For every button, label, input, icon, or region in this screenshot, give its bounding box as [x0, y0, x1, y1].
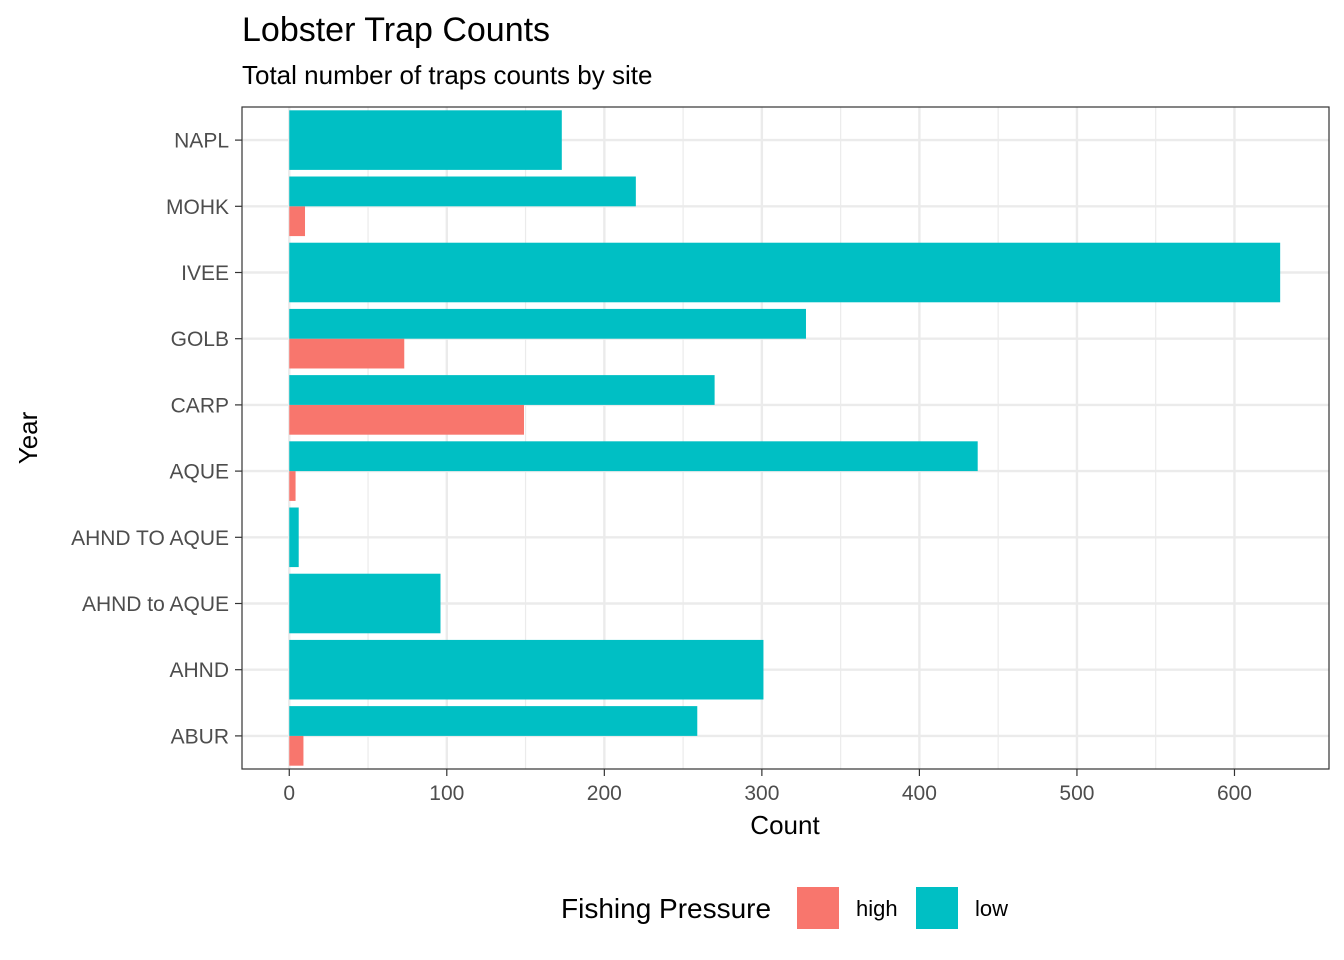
bar-high	[289, 735, 304, 766]
legend-label-high: high	[856, 896, 898, 921]
bar-low	[289, 706, 698, 736]
x-tick-label: 300	[744, 782, 779, 805]
y-tick-label: AHND	[169, 659, 229, 682]
y-tick-label: AHND TO AQUE	[71, 527, 229, 550]
y-tick-label: NAPL	[174, 130, 229, 153]
bar-low	[289, 176, 636, 207]
bar-low	[289, 375, 715, 405]
plot-border	[241, 106, 1330, 770]
y-tick-label: IVEE	[181, 262, 229, 285]
legend: high low	[797, 887, 1008, 929]
bar-low	[289, 639, 764, 700]
legend-title: Fishing Pressure	[561, 893, 771, 924]
bar-low	[289, 110, 562, 170]
y-axis: ABUR AHND AHND to AQUE AHND TO AQUE AQUE CARP…	[71, 130, 242, 748]
y-tick-label: AHND to AQUE	[82, 593, 229, 616]
x-tick-label: 200	[587, 782, 622, 805]
bar-high	[289, 404, 524, 435]
bar-high	[289, 338, 405, 369]
x-tick-label: 600	[1217, 782, 1252, 805]
grid-lines	[242, 107, 1329, 769]
legend-label-low: low	[975, 896, 1008, 921]
y-tick-label: ABUR	[171, 725, 229, 748]
y-axis-title: Year	[13, 411, 43, 464]
y-tick-label: AQUE	[169, 461, 229, 484]
chart-subtitle: Total number of traps counts by site	[242, 60, 652, 90]
x-tick-label: 500	[1059, 782, 1094, 805]
y-tick-label: MOHK	[166, 196, 229, 219]
bar-high	[289, 471, 296, 501]
bar-high	[289, 206, 306, 237]
y-tick-label: GOLB	[171, 328, 229, 351]
bars	[289, 110, 1281, 766]
bar-low	[289, 308, 806, 339]
x-tick-label: 100	[429, 782, 464, 805]
bar-low	[289, 441, 978, 472]
bar-low	[289, 573, 441, 634]
x-axis-title: Count	[750, 810, 820, 840]
legend-key-high	[797, 887, 839, 929]
x-tick-label: 400	[902, 782, 937, 805]
x-axis: 0 100 200 300 400 500 600	[283, 769, 1252, 805]
bar-low	[289, 242, 1281, 303]
chart-title: Lobster Trap Counts	[242, 11, 550, 49]
bar-low	[289, 507, 299, 568]
legend-key-low	[916, 887, 958, 929]
x-tick-label: 0	[283, 782, 295, 805]
y-tick-label: CARP	[171, 394, 229, 417]
